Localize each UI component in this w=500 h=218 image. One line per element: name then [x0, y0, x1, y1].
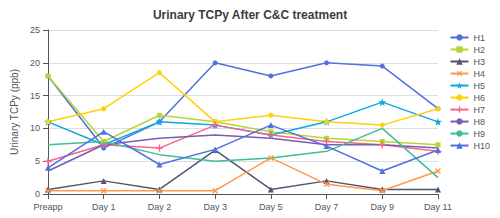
svg-text:H3: H3: [473, 57, 485, 67]
svg-text:Day 1: Day 1: [92, 202, 116, 212]
svg-text:Day 7: Day 7: [315, 202, 339, 212]
svg-text:15: 15: [30, 91, 40, 101]
svg-text:H5: H5: [473, 81, 485, 91]
svg-text:H2: H2: [473, 45, 485, 55]
svg-text:Day 5: Day 5: [259, 202, 283, 212]
svg-text:Urinary TCPy After C&C treatme: Urinary TCPy After C&C treatment: [153, 8, 347, 22]
svg-text:H4: H4: [473, 69, 485, 79]
svg-text:20: 20: [30, 58, 40, 68]
svg-text:Day 2: Day 2: [148, 202, 172, 212]
svg-text:H1: H1: [473, 33, 485, 43]
svg-text:25: 25: [30, 25, 40, 35]
svg-text:H10: H10: [473, 141, 490, 151]
svg-text:H9: H9: [473, 129, 485, 139]
svg-text:Day 11: Day 11: [424, 202, 452, 212]
svg-text:Urinary TCPy (ppb): Urinary TCPy (ppb): [9, 69, 20, 155]
svg-text:Day 9: Day 9: [371, 202, 395, 212]
svg-text:0: 0: [35, 189, 40, 199]
svg-text:5: 5: [35, 156, 40, 166]
svg-text:10: 10: [30, 123, 40, 133]
svg-text:H6: H6: [473, 93, 485, 103]
svg-text:H8: H8: [473, 117, 485, 127]
svg-text:Preapp: Preapp: [33, 202, 62, 212]
svg-text:H7: H7: [473, 105, 485, 115]
svg-text:Day 3: Day 3: [203, 202, 227, 212]
